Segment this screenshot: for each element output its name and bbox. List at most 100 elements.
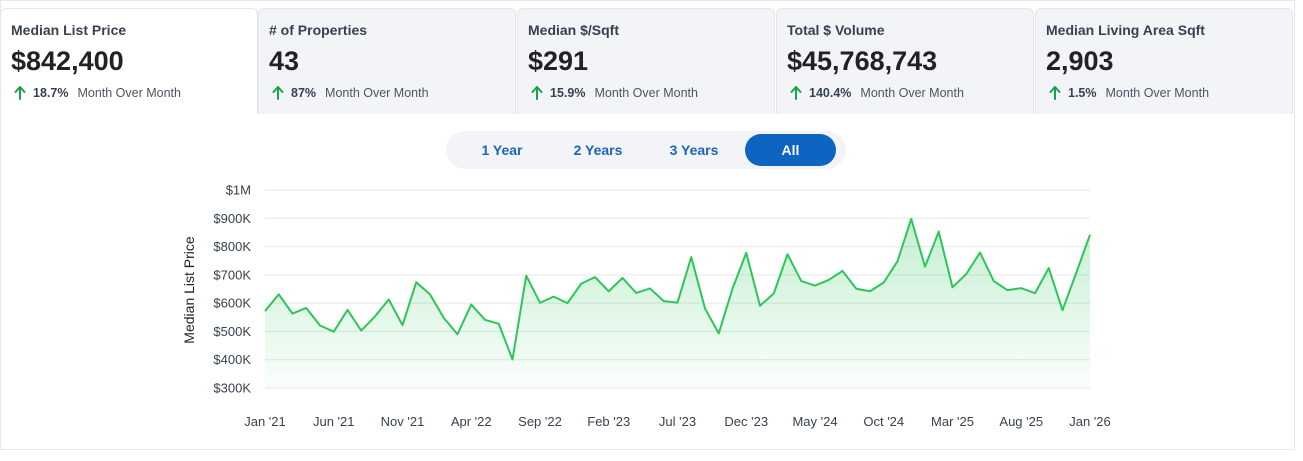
data-point[interactable] <box>593 275 598 280</box>
data-point[interactable] <box>716 331 721 336</box>
data-point[interactable] <box>276 292 281 297</box>
data-point[interactable] <box>730 286 735 291</box>
x-tick-label: Aug '25 <box>999 414 1043 429</box>
stat-change: 1.5% Month Over Month <box>1046 85 1292 101</box>
data-point[interactable] <box>551 294 556 299</box>
data-point[interactable] <box>1074 270 1079 275</box>
data-point[interactable] <box>771 291 776 296</box>
change-percent: 18.7% <box>33 86 69 100</box>
data-point[interactable] <box>964 272 969 277</box>
data-point[interactable] <box>373 314 378 319</box>
data-point[interactable] <box>1033 291 1038 296</box>
data-point[interactable] <box>868 289 873 294</box>
data-point[interactable] <box>400 323 405 328</box>
arrow-up-icon <box>14 86 26 100</box>
series-line <box>264 217 1091 361</box>
data-point[interactable] <box>936 229 941 234</box>
change-period-label: Month Over Month <box>325 86 429 100</box>
data-point[interactable] <box>1088 232 1093 237</box>
data-point[interactable] <box>469 302 474 307</box>
data-point[interactable] <box>840 268 845 273</box>
data-point[interactable] <box>909 216 914 221</box>
data-point[interactable] <box>1019 286 1024 291</box>
x-tick-label: Jan '21 <box>244 414 286 429</box>
data-point[interactable] <box>441 315 446 320</box>
data-point[interactable] <box>1005 288 1010 293</box>
stat-label: Total $ Volume <box>787 22 885 38</box>
data-point[interactable] <box>799 279 804 284</box>
time-range-selector: 1 Year 2 Years 3 Years All <box>446 131 846 169</box>
data-point[interactable] <box>331 329 336 334</box>
data-point[interactable] <box>290 311 295 316</box>
data-point[interactable] <box>661 299 666 304</box>
data-point[interactable] <box>565 301 570 306</box>
data-point[interactable] <box>758 303 763 308</box>
data-point[interactable] <box>414 280 419 285</box>
y-tick-label: $800K <box>213 239 251 254</box>
data-point[interactable] <box>304 305 309 310</box>
arrow-up-icon <box>272 86 284 100</box>
data-point[interactable] <box>689 255 694 260</box>
data-point[interactable] <box>345 307 350 312</box>
x-tick-label: Nov '21 <box>381 414 425 429</box>
data-point[interactable] <box>881 280 886 285</box>
data-point[interactable] <box>895 259 900 264</box>
stat-value: $842,400 <box>11 46 124 76</box>
stat-card[interactable]: Median Living Area Sqft 2,903 1.5% Month Ov… <box>1035 8 1293 114</box>
range-button-3-years[interactable]: 3 Years <box>646 134 742 166</box>
data-point[interactable] <box>991 279 996 284</box>
x-tick-label: Jan '26 <box>1069 414 1111 429</box>
data-point[interactable] <box>1046 266 1051 271</box>
data-point[interactable] <box>386 297 391 302</box>
data-point[interactable] <box>359 328 364 333</box>
stat-card[interactable]: Total $ Volume $45,768,743 140.4% Month Ove… <box>776 8 1034 114</box>
range-button-2-years[interactable]: 2 Years <box>550 134 646 166</box>
data-point[interactable] <box>923 264 928 269</box>
range-button-1-year[interactable]: 1 Year <box>454 134 550 166</box>
change-percent: 140.4% <box>809 86 852 100</box>
change-period-label: Month Over Month <box>1105 86 1210 100</box>
data-point[interactable] <box>744 250 749 255</box>
data-point[interactable] <box>483 317 488 322</box>
data-point[interactable] <box>978 250 983 255</box>
stat-label: Median Living Area Sqft <box>1046 22 1205 38</box>
data-point[interactable] <box>538 300 543 305</box>
range-button-all[interactable]: All <box>745 134 836 166</box>
change-percent: 15.9% <box>550 86 586 100</box>
data-point[interactable] <box>634 290 639 295</box>
data-point[interactable] <box>524 273 529 278</box>
data-point[interactable] <box>496 321 501 326</box>
data-point[interactable] <box>1060 308 1065 313</box>
data-point[interactable] <box>263 309 268 314</box>
data-point[interactable] <box>428 292 433 297</box>
x-tick-label: Jun '21 <box>313 414 355 429</box>
stat-change: 15.9% Month Over Month <box>528 85 774 101</box>
data-point[interactable] <box>606 289 611 294</box>
stat-value: 2,903 <box>1046 46 1114 76</box>
data-point[interactable] <box>950 285 955 290</box>
data-point[interactable] <box>785 252 790 257</box>
data-point[interactable] <box>579 281 584 286</box>
x-tick-label: Jul '23 <box>659 414 696 429</box>
data-point[interactable] <box>318 323 323 328</box>
data-point[interactable] <box>703 306 708 311</box>
stat-card[interactable]: Median List Price $842,400 18.7% Month Over… <box>0 8 258 114</box>
data-point[interactable] <box>854 286 859 291</box>
stat-change: 87% Month Over Month <box>269 85 515 101</box>
data-point[interactable] <box>675 300 680 305</box>
data-point[interactable] <box>826 277 831 282</box>
arrow-up-icon <box>531 86 543 100</box>
y-tick-label: $900K <box>213 211 251 226</box>
arrow-up-icon <box>790 86 802 100</box>
data-point[interactable] <box>510 357 515 362</box>
stat-change: 140.4% Month Over Month <box>787 85 1033 101</box>
stat-value: 43 <box>269 46 300 76</box>
y-tick-label: $1M <box>226 183 251 198</box>
stat-card[interactable]: # of Properties 43 87% Month Over Month <box>258 8 516 114</box>
data-point[interactable] <box>813 283 818 288</box>
stat-card[interactable]: Median $/Sqft $291 15.9% Month Over Month <box>517 8 775 114</box>
data-point[interactable] <box>648 286 653 291</box>
data-point[interactable] <box>455 332 460 337</box>
data-point[interactable] <box>620 275 625 280</box>
